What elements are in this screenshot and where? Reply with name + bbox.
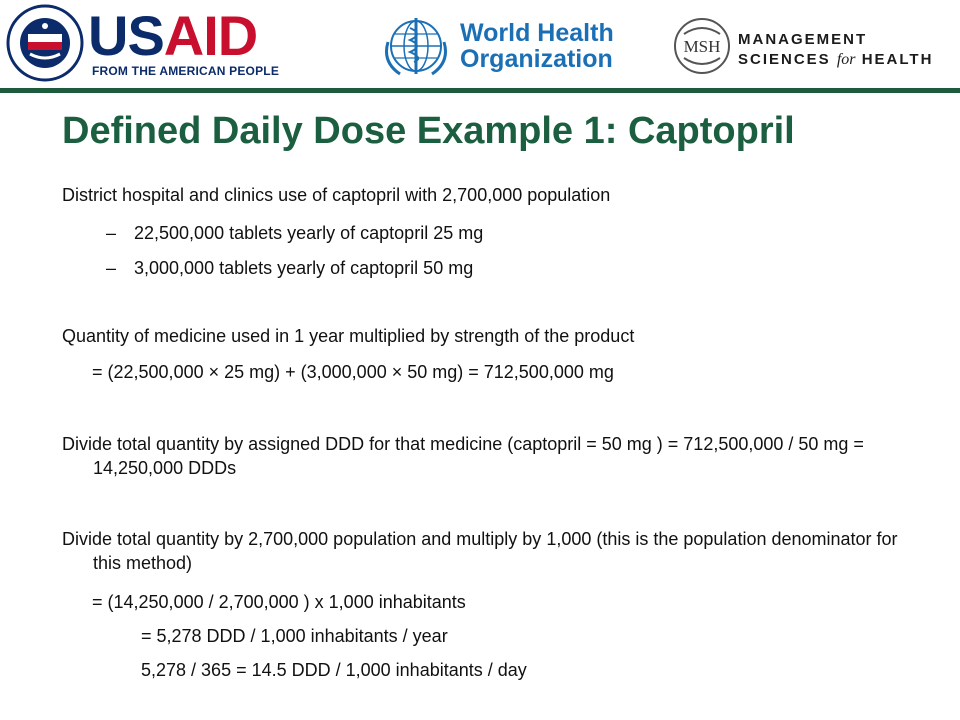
msh-logo-mark: MSH	[674, 18, 730, 74]
calculation-step-2: = 5,278 DDD / 1,000 inhabitants / year	[141, 626, 448, 646]
who-wordmark: World Health Organization	[460, 19, 614, 73]
usaid-seal-logo	[6, 4, 84, 82]
logo-header: USAID FROM THE AMERICAN PEOPLE World Hea…	[0, 0, 960, 94]
intro-text: District hospital and clinics use of cap…	[62, 185, 611, 205]
who-emblem-logo	[385, 18, 447, 76]
divide-population-text: Divide total quantity by 2,700,000 popul…	[62, 529, 898, 573]
usaid-wordmark: USAID	[88, 4, 258, 67]
bullet-25mg: –22,500,000 tablets yearly of captopril …	[106, 223, 484, 243]
msh-wordmark: MANAGEMENT SCIENCES for HEALTH	[738, 31, 934, 68]
calculation-step-3: 5,278 / 365 = 14.5 DDD / 1,000 inhabitan…	[141, 660, 527, 680]
bullet-50mg: –3,000,000 tablets yearly of captopril 5…	[106, 258, 474, 278]
svg-text:MSH: MSH	[684, 37, 721, 56]
header-divider	[0, 88, 960, 93]
slide-title: Defined Daily Dose Example 1: Captopril	[62, 110, 795, 152]
divide-ddd-text: Divide total quantity by assigned DDD fo…	[62, 434, 864, 478]
usaid-tagline: FROM THE AMERICAN PEOPLE	[92, 64, 280, 78]
calculation-step-1: = (14,250,000 / 2,700,000 ) x 1,000 inha…	[92, 592, 466, 612]
quantity-heading: Quantity of medicine used in 1 year mult…	[62, 326, 635, 346]
quantity-formula: = (22,500,000 × 25 mg) + (3,000,000 × 50…	[92, 362, 614, 382]
